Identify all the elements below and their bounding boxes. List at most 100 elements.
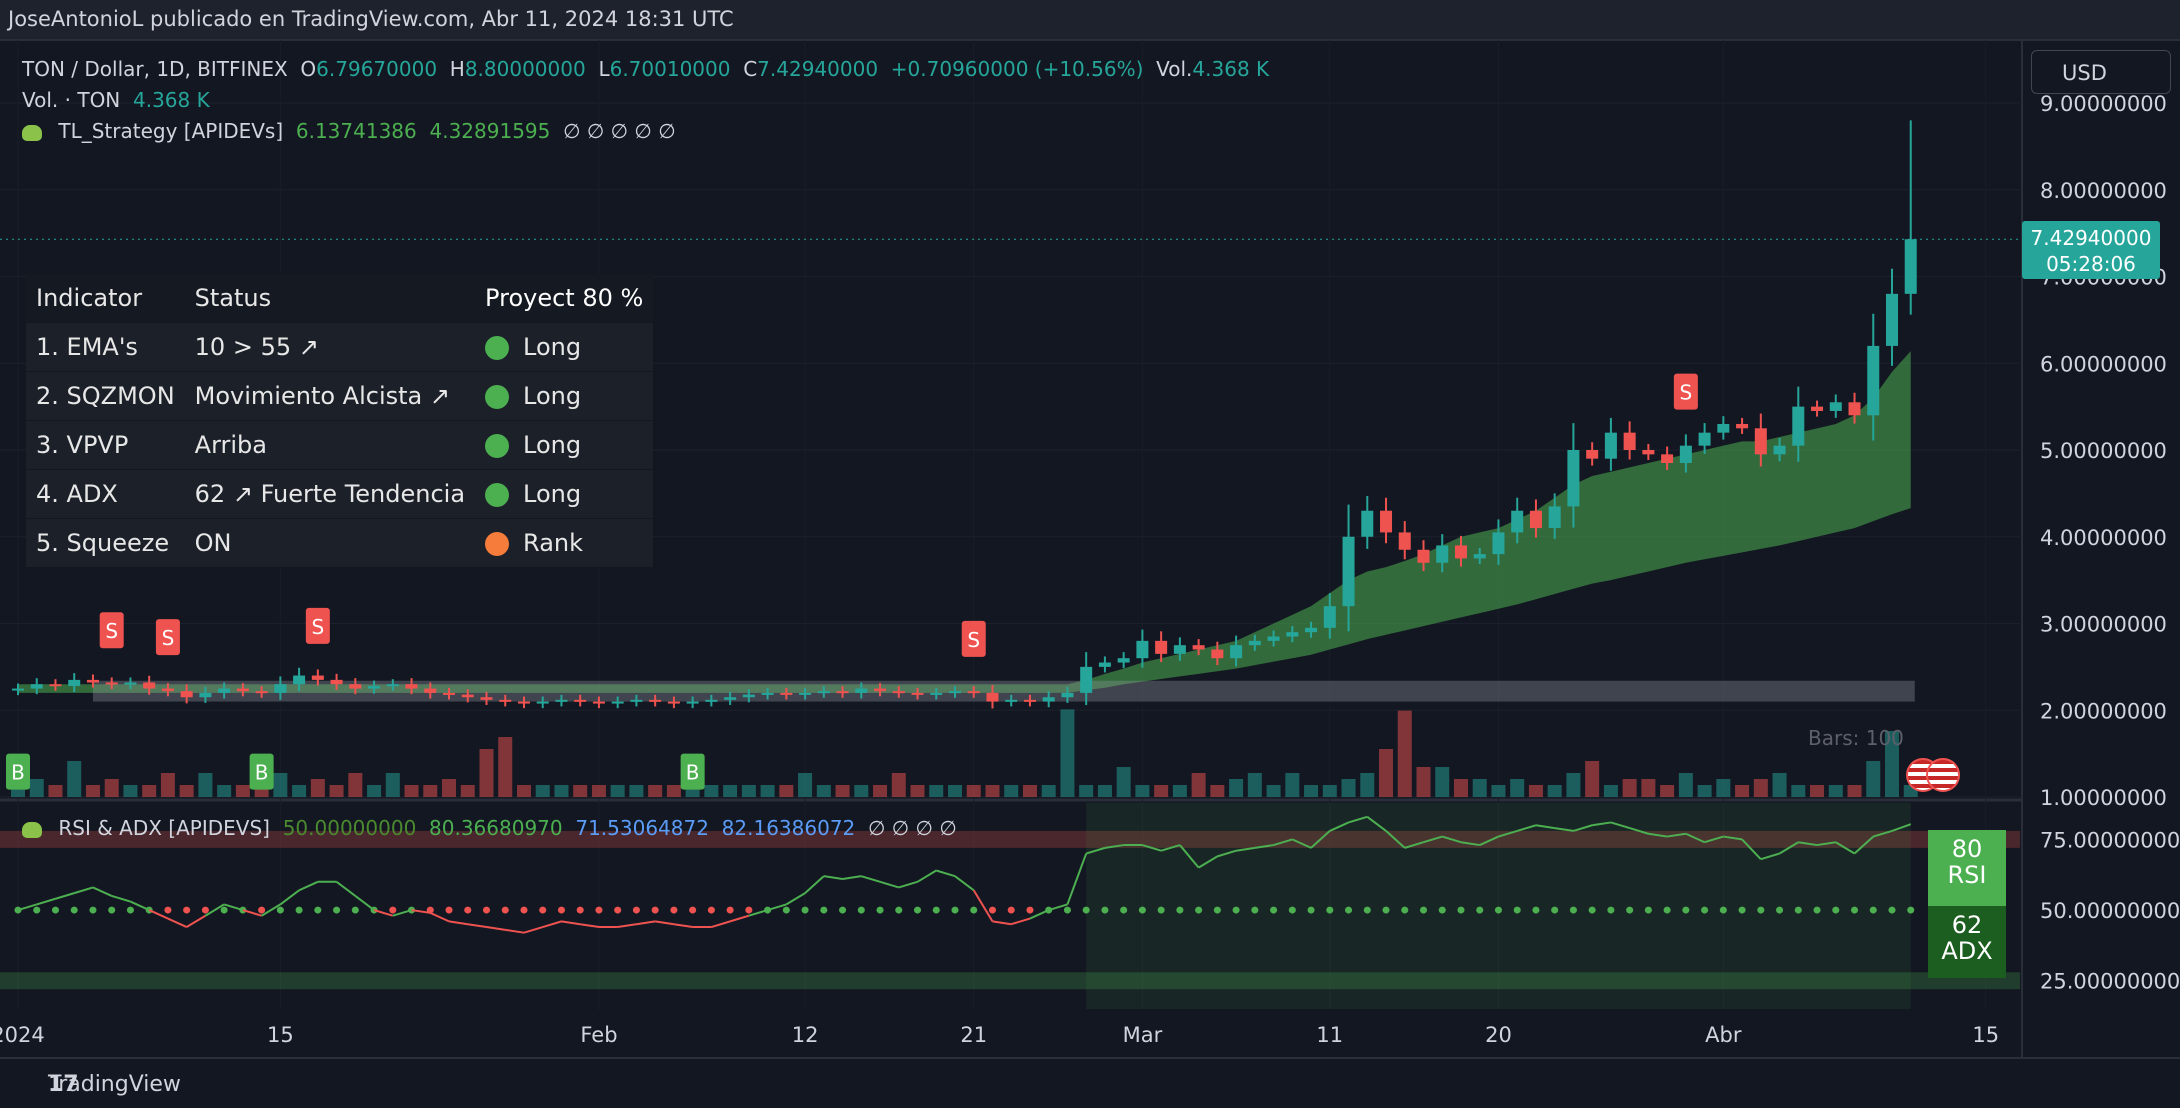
rsi-line-segment: [448, 920, 468, 926]
candle-body: [1192, 645, 1205, 650]
candle-body: [1511, 510, 1524, 533]
volume-bar: [1885, 731, 1899, 797]
indicator-status: Movimiento Alcista ↗: [184, 371, 476, 421]
rsi-line-segment: [223, 903, 244, 912]
adx-dot: [801, 906, 809, 914]
adx-tag-label: ADX: [1941, 937, 1993, 965]
candle-body: [1398, 532, 1411, 550]
adx-dot: [351, 906, 359, 914]
indicator-signal: Long: [523, 431, 582, 459]
volume-bar: [367, 785, 382, 797]
signal-marker: [305, 607, 330, 644]
indicator-row: 3. VPVP Arriba Long: [26, 420, 654, 470]
volume-bar: [985, 785, 1000, 797]
candle-body: [30, 684, 43, 689]
candle-body: [592, 701, 605, 704]
rsi-line-segment: [261, 903, 281, 917]
rsi-line-segment: [73, 886, 94, 895]
signal-marker: [6, 753, 30, 790]
status-dot-icon: [485, 532, 510, 556]
rsi-line-segment: [1741, 838, 1762, 860]
indicator-signal-cell: Long: [475, 371, 654, 421]
symbol-name: TON / Dollar, 1D, BITFINEX: [22, 57, 288, 81]
rsi-line-segment: [954, 875, 975, 892]
adx-dot: [1251, 906, 1259, 914]
candle-body: [986, 692, 999, 702]
volume-bar: [1210, 785, 1225, 797]
signal-marker: [99, 612, 124, 649]
rsi-line-segment: [1085, 846, 1106, 855]
y-tick-label: 8.00000000: [2040, 179, 2167, 203]
rsi-line-segment: [279, 889, 300, 906]
rsi-line-segment: [917, 869, 937, 883]
adx-dot: [1626, 906, 1634, 914]
volume-bar: [442, 779, 457, 797]
candle-body: [930, 692, 943, 695]
adx-dot: [1195, 906, 1203, 914]
candle-body: [667, 701, 680, 704]
candle-body: [274, 684, 287, 693]
volume-bar: [1735, 785, 1750, 797]
rsi-line-segment: [1835, 841, 1856, 855]
rsi-line-segment: [1798, 841, 1818, 847]
candle-body: [255, 691, 268, 694]
candle-body: [780, 692, 793, 695]
strategy-legend[interactable]: TL_Strategy [APIDEVs] 6.13741386 4.32891…: [22, 119, 676, 143]
volume-bar: [1510, 779, 1525, 797]
adx-dot: [70, 906, 78, 914]
adx-dot: [389, 906, 397, 914]
candle-body: [1248, 640, 1261, 646]
volume-bar: [1603, 785, 1618, 797]
footer-brand: TradingView: [48, 1072, 181, 1097]
volume-bar: [217, 785, 232, 797]
volume-bar: [1397, 710, 1412, 797]
volume-bar: [292, 785, 307, 797]
volume-bar: [591, 785, 606, 797]
rsi-line-segment: [1385, 830, 1406, 849]
adx-dot: [1701, 906, 1709, 914]
candle-body: [611, 701, 624, 704]
indicator-status: 10 > 55 ↗: [184, 322, 476, 372]
indicator-signal: Long: [523, 333, 582, 361]
rsi-line-segment: [1348, 815, 1368, 824]
volume-bar: [1585, 761, 1600, 797]
rsi-line-segment: [1498, 829, 1518, 838]
volume-bar: [948, 785, 962, 797]
close-value: 7.42940000: [757, 57, 879, 81]
indicator-status: Arriba: [184, 420, 476, 470]
rsi-line-segment: [992, 920, 1012, 926]
rsi-legend[interactable]: RSI & ADX [APIDEVS] 50.00000000 80.36680…: [22, 816, 957, 840]
candle-body: [536, 701, 549, 704]
rsi-line-segment: [1816, 841, 1836, 847]
volume-bar: [1285, 773, 1300, 797]
rsi-line-segment: [1198, 855, 1218, 869]
indicator-status: 62 ↗ Fuerte Tendencia: [184, 469, 476, 519]
flag-icon[interactable]: [1926, 758, 1960, 792]
volume-bar: [1379, 749, 1394, 797]
volume-bar: [816, 785, 831, 797]
candle-body: [461, 694, 474, 698]
candle-body: [1661, 454, 1674, 464]
volume-bar: [1416, 767, 1431, 797]
symbol-legend: TON / Dollar, 1D, BITFINEX O6.79670000 H…: [22, 57, 1269, 81]
candle-body: [1305, 627, 1318, 633]
volume-bar: [629, 785, 644, 797]
indicator-signal-cell: Long: [475, 322, 654, 372]
adx-dot: [276, 906, 284, 914]
adx-dot: [1644, 906, 1652, 914]
indicator-status: ON: [184, 518, 476, 568]
currency-selector[interactable]: USD: [2031, 50, 2171, 94]
volume-bar: [1847, 785, 1862, 797]
adx-dot: [501, 906, 509, 914]
candle-body: [1904, 239, 1917, 294]
adx-dot: [1569, 906, 1577, 914]
candle-body: [1417, 549, 1430, 563]
candle-body: [1117, 658, 1130, 663]
frog-icon: [22, 124, 42, 141]
candle-body: [368, 685, 381, 689]
header-status: Status: [184, 274, 476, 323]
adx-dot: [1082, 906, 1090, 914]
signal-marker: [961, 620, 986, 657]
volume-bar: [1828, 785, 1843, 797]
